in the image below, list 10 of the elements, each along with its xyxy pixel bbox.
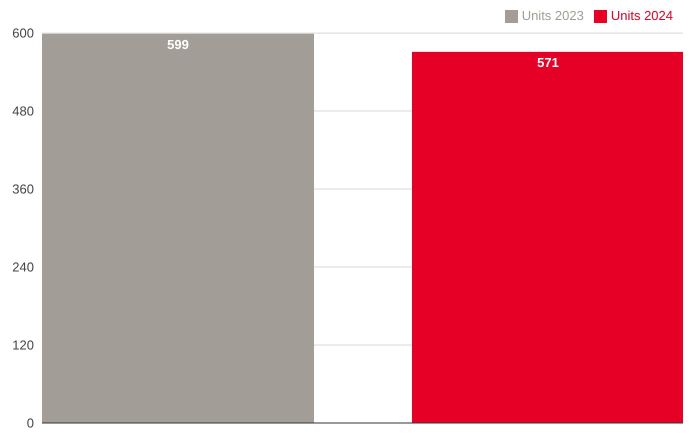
- y-tick-label: 600: [12, 26, 34, 41]
- data-label: 571: [537, 55, 559, 70]
- y-tick-label: 480: [12, 104, 34, 119]
- y-tick-label: 0: [26, 416, 34, 431]
- data-label: 599: [167, 36, 189, 52]
- legend-label: Units 2023: [522, 8, 584, 23]
- y-tick-label: 360: [12, 182, 34, 197]
- y-tick-label: 120: [12, 338, 34, 353]
- y-tick-label: 240: [12, 260, 34, 275]
- legend-label: Units 2024: [610, 8, 673, 23]
